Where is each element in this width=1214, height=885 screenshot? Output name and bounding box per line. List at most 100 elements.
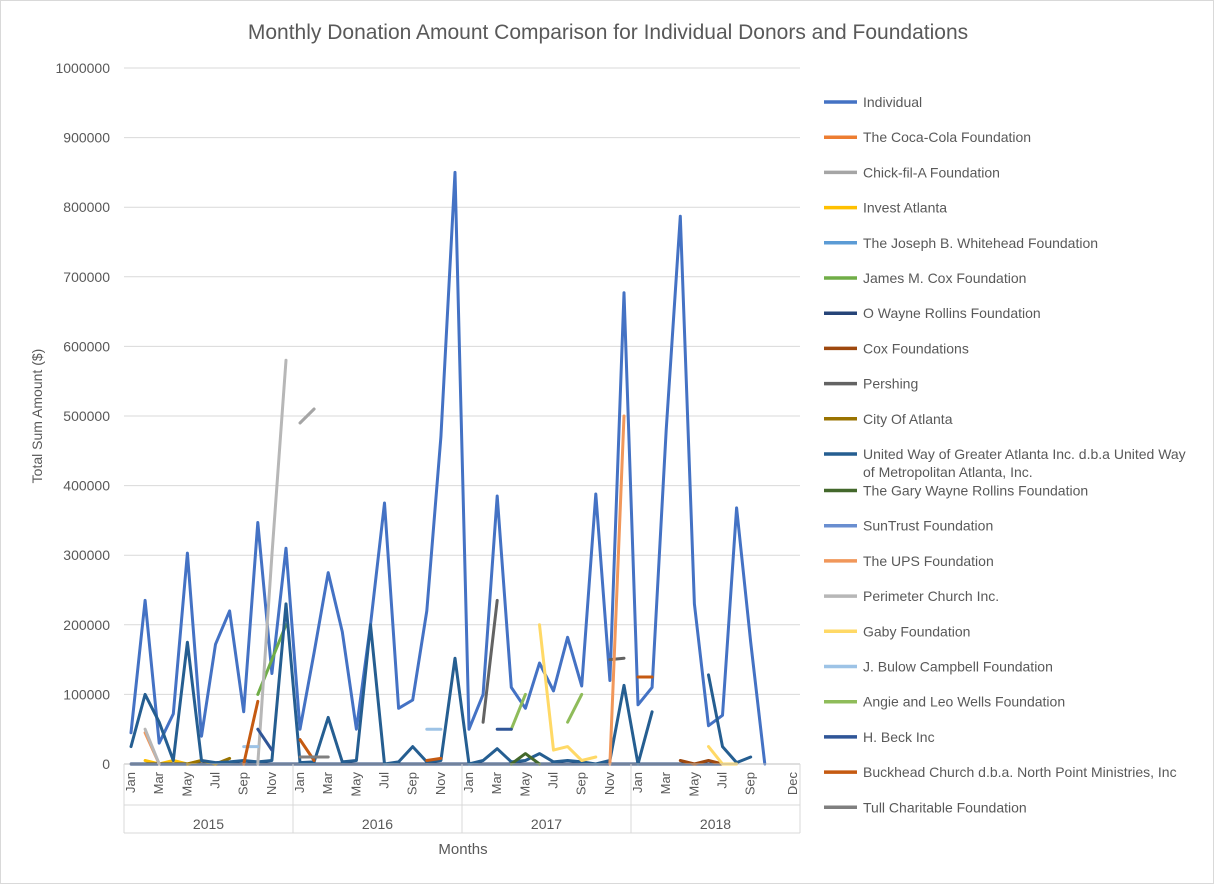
series-line xyxy=(608,656,626,662)
legend-item: Chick-fil-A Foundation xyxy=(824,164,1000,180)
x-axis-label: Months xyxy=(438,841,487,858)
x-tick-label: Mar xyxy=(320,771,335,794)
legend-label: SunTrust Foundation xyxy=(863,518,993,534)
legend-label: of Metropolitan Atlanta, Inc. xyxy=(863,464,1033,480)
legend-label: Buckhead Church d.b.a. North Point Minis… xyxy=(863,764,1177,780)
x-tick-label: Nov xyxy=(433,772,448,796)
y-tick-label: 600000 xyxy=(63,338,110,354)
series-line xyxy=(425,756,443,762)
series-line xyxy=(242,699,260,766)
y-axis-ticks: 0 100000 200000 300000 400000 500000 600000 700… xyxy=(55,60,110,772)
series-line xyxy=(256,727,274,752)
x-tick-label: Jul xyxy=(377,772,392,789)
series-line xyxy=(256,358,288,766)
year-label: 2016 xyxy=(362,816,393,832)
y-tick-label: 500000 xyxy=(63,408,110,424)
legend-item: Buckhead Church d.b.a. North Point Minis… xyxy=(824,764,1177,780)
legend-label: The UPS Foundation xyxy=(863,553,994,569)
legend-label: Individual xyxy=(863,94,922,110)
legend-item: J. Bulow Campbell Foundation xyxy=(824,659,1053,675)
legend-label: Chick-fil-A Foundation xyxy=(863,164,1000,180)
x-tick-label: Sep xyxy=(574,772,589,795)
x-axis: Jan Mar May Jul Sep Nov Jan Mar May Jul Sep Nov Jan M… xyxy=(123,763,801,834)
y-tick-label: 200000 xyxy=(63,617,110,633)
x-tick-label: May xyxy=(348,772,363,797)
x-tick-label: Jul xyxy=(715,772,730,789)
series-line xyxy=(538,623,598,762)
legend-label: O Wayne Rollins Foundation xyxy=(863,305,1041,321)
series-line xyxy=(608,414,626,766)
legend-label: The Coca-Cola Foundation xyxy=(863,129,1031,145)
x-tick-label: Dec xyxy=(785,772,800,796)
year-label: 2017 xyxy=(531,816,562,832)
y-tick-label: 300000 xyxy=(63,547,110,563)
x-tick-label: Jan xyxy=(123,772,138,793)
legend-item: SunTrust Foundation xyxy=(824,518,993,534)
series-group xyxy=(129,170,767,766)
x-tick-label: Jan xyxy=(461,772,476,793)
x-tick-label: May xyxy=(179,772,194,797)
legend-item: Tull Charitable Foundation xyxy=(824,799,1027,815)
legend: Individual The Coca-Cola Foundation Chick-… xyxy=(824,94,1186,815)
legend-label: United Way of Greater Atlanta Inc. d.b.a… xyxy=(863,446,1186,462)
legend-label: Cox Foundations xyxy=(863,340,969,356)
series-line xyxy=(143,727,161,766)
x-tick-label: Jul xyxy=(208,772,223,789)
legend-item: Cox Foundations xyxy=(824,340,969,356)
legend-item: Invest Atlanta xyxy=(824,200,947,216)
legend-item: Angie and Leo Wells Foundation xyxy=(824,694,1065,710)
y-tick-label: 700000 xyxy=(63,269,110,285)
legend-item: The Coca-Cola Foundation xyxy=(824,129,1031,145)
legend-item: The UPS Foundation xyxy=(824,553,994,569)
legend-label: H. Beck Inc xyxy=(863,729,935,745)
series-group xyxy=(298,407,316,425)
legend-label: Perimeter Church Inc. xyxy=(863,588,999,604)
legend-item: Individual xyxy=(824,94,922,110)
series-line xyxy=(481,598,499,724)
series-line xyxy=(678,759,724,766)
series-group xyxy=(129,602,753,766)
legend-label: Gaby Foundation xyxy=(863,623,970,639)
series-line xyxy=(129,602,654,766)
legend-label: Invest Atlanta xyxy=(863,200,947,216)
legend-item: O Wayne Rollins Foundation xyxy=(824,305,1041,321)
series-line xyxy=(509,692,527,731)
legend-item: The Gary Wayne Rollins Foundation xyxy=(824,483,1088,499)
x-tick-label: Nov xyxy=(602,772,617,796)
legend-item: H. Beck Inc xyxy=(824,729,935,745)
year-label: 2015 xyxy=(193,816,224,832)
y-tick-label: 100000 xyxy=(63,686,110,702)
x-tick-label: May xyxy=(517,772,532,797)
legend-label: The Gary Wayne Rollins Foundation xyxy=(863,483,1088,499)
legend-item: The Joseph B. Whitehead Foundation xyxy=(824,235,1098,251)
x-tick-label: Sep xyxy=(743,772,758,795)
series-group xyxy=(481,598,626,724)
x-tick-label: Sep xyxy=(236,772,251,795)
legend-item: Pershing xyxy=(824,376,918,392)
y-tick-label: 1000000 xyxy=(55,60,110,76)
x-tick-label: Mar xyxy=(658,771,673,794)
legend-item: Gaby Foundation xyxy=(824,623,970,639)
y-tick-label: 400000 xyxy=(63,478,110,494)
x-tick-label: Nov xyxy=(264,772,279,796)
legend-label: Tull Charitable Foundation xyxy=(863,799,1027,815)
series-line xyxy=(566,692,584,724)
y-tick-label: 0 xyxy=(102,756,110,772)
series-group xyxy=(256,727,513,752)
x-tick-label: Jan xyxy=(630,772,645,793)
x-tick-label: Mar xyxy=(151,771,166,794)
year-label: 2018 xyxy=(700,816,731,832)
series-line xyxy=(129,170,767,766)
y-tick-label: 900000 xyxy=(63,130,110,146)
x-tick-label: Mar xyxy=(489,771,504,794)
series-line xyxy=(707,673,753,765)
chart-title: Monthly Donation Amount Comparison for I… xyxy=(248,21,968,44)
legend-label: James M. Cox Foundation xyxy=(863,270,1026,286)
y-axis-label: Total Sum Amount ($) xyxy=(29,349,45,484)
series-group xyxy=(143,358,288,766)
series-group xyxy=(509,752,541,766)
legend-label: J. Bulow Campbell Foundation xyxy=(863,659,1053,675)
series-group xyxy=(143,414,626,766)
